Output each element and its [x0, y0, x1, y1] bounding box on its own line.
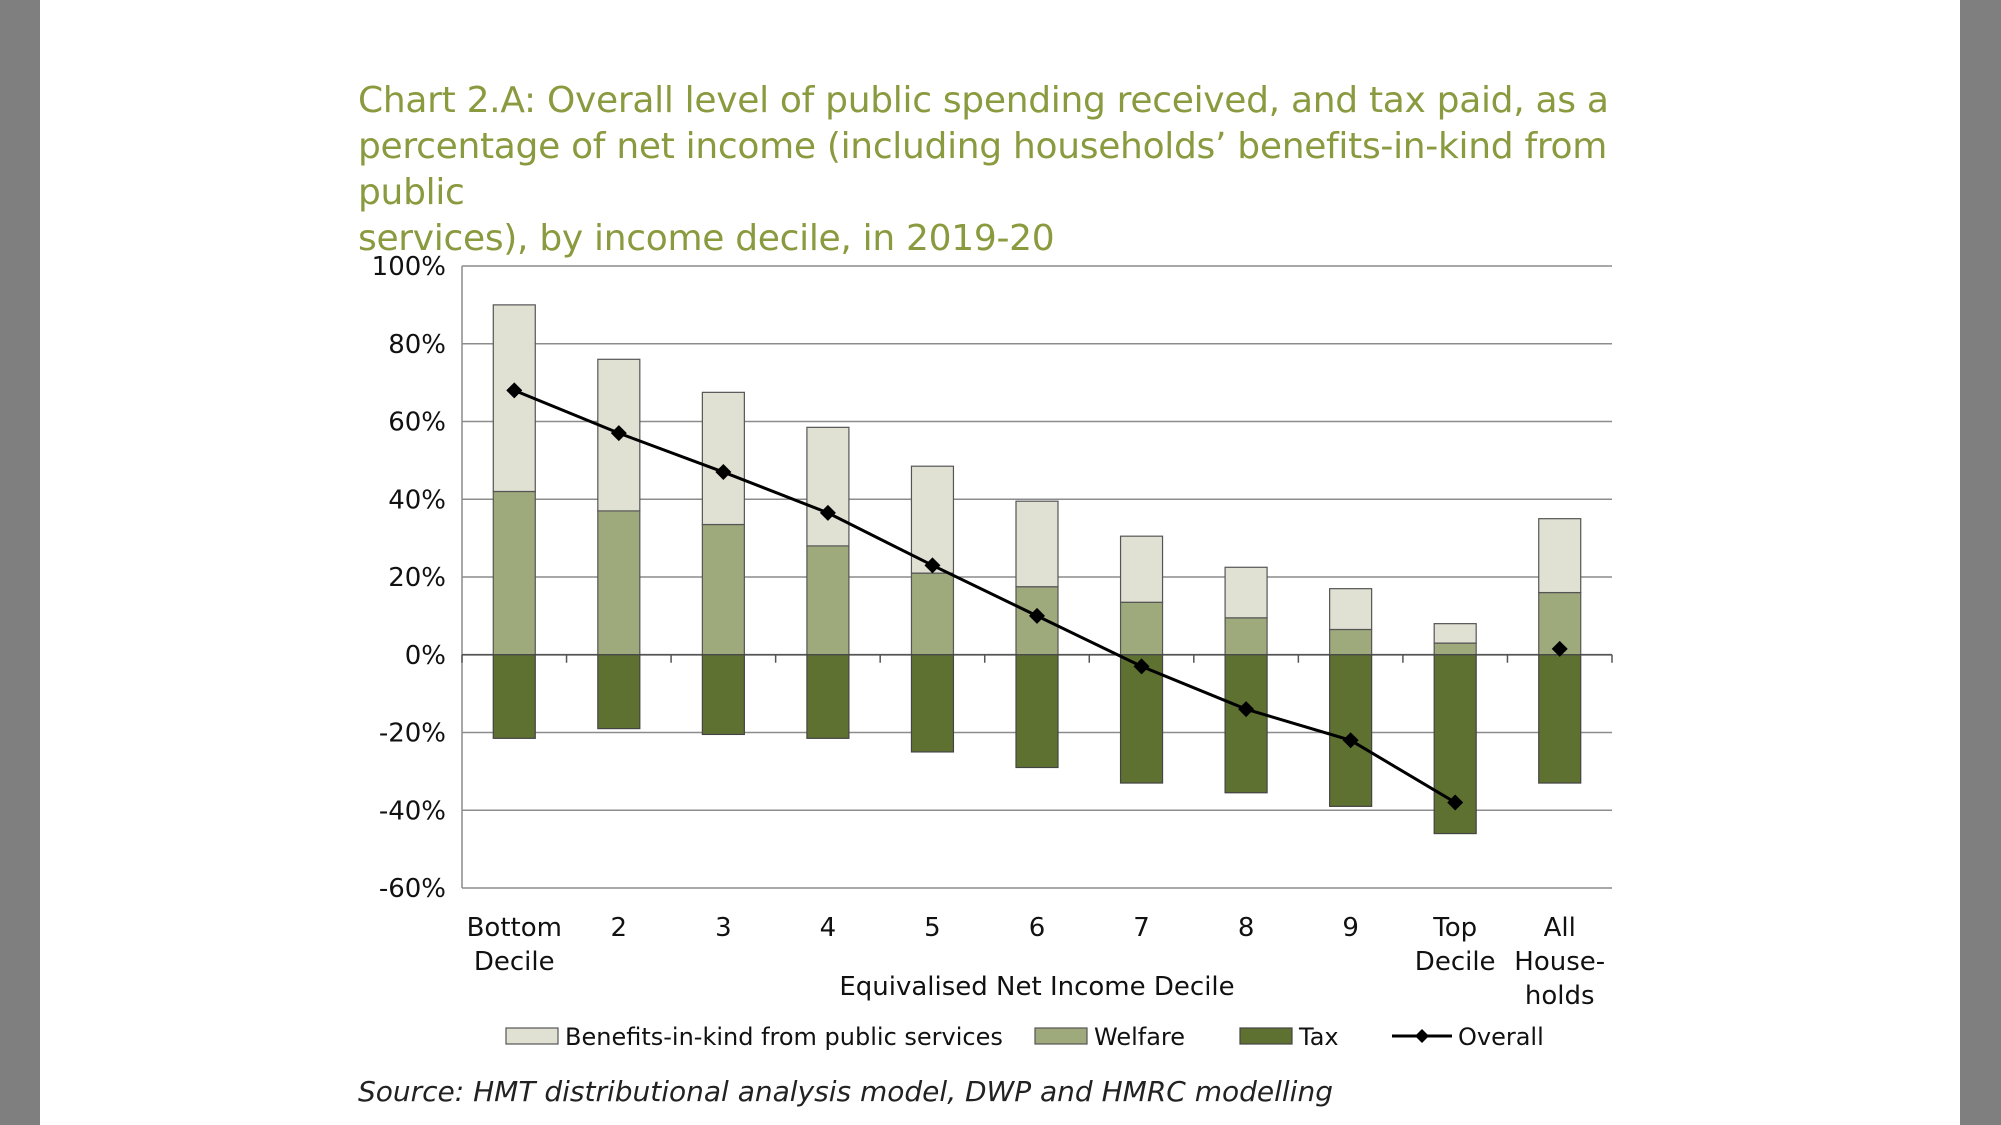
overall-marker: [715, 464, 732, 481]
bar-welfare: [492, 490, 536, 656]
bar-tax: [1538, 654, 1582, 784]
bar-tax: [492, 654, 536, 739]
bar-benefits-in-kind: [1329, 588, 1373, 631]
bar-tax: [1119, 654, 1164, 784]
y-tick-label: 100%: [372, 252, 446, 282]
x-tick-label: 6: [1029, 913, 1046, 943]
bar-benefits-in-kind: [910, 465, 955, 574]
bar-benefits-in-kind: [1015, 500, 1059, 588]
bar-benefits-in-kind: [701, 391, 745, 526]
x-tick-label: 8: [1238, 913, 1255, 943]
x-tick-label: Bottom: [467, 913, 562, 943]
chart-title: Chart 2.A: Overall level of public spend…: [358, 78, 1688, 262]
y-tick-label: 80%: [388, 330, 446, 360]
bar-welfare: [806, 545, 850, 656]
overall-marker: [1447, 794, 1464, 811]
x-tick-label: Decile: [1415, 947, 1496, 977]
y-tick-label: -40%: [379, 796, 446, 826]
document-page: Chart 2.A: Overall level of public spend…: [40, 0, 1960, 1125]
x-tick-label: Top: [1432, 913, 1477, 943]
bar-tax: [910, 654, 955, 753]
overall-marker: [1238, 701, 1255, 718]
x-tick-label: 2: [611, 913, 628, 943]
y-tick-label: -20%: [379, 719, 446, 749]
legend-swatch-welfare: [1034, 1027, 1088, 1045]
x-tick-label: 4: [820, 913, 837, 943]
overall-marker: [1551, 640, 1568, 657]
bar-tax: [597, 654, 641, 730]
y-tick-label: 60%: [388, 408, 446, 438]
bar-benefits-in-kind: [1119, 535, 1164, 603]
overall-marker: [1342, 732, 1359, 749]
x-tick-label: holds: [1525, 981, 1595, 1011]
x-tick-label: 9: [1342, 913, 1359, 943]
bar-tax: [1015, 654, 1059, 769]
overall-marker: [506, 382, 523, 399]
bar-welfare: [701, 523, 745, 656]
overall-marker: [610, 425, 627, 442]
x-tick-label: 7: [1133, 913, 1150, 943]
chart-title-line-3: services), by income decile, in 2019-20: [358, 218, 1055, 259]
bar-tax: [1329, 654, 1373, 807]
bar-benefits-in-kind: [806, 426, 850, 547]
y-tick-label: -60%: [379, 874, 446, 904]
stacked-bar-chart: -60% -40% -20% 0% 20% 40% 60% 80% 100% Bottom Deci…: [372, 252, 1613, 1051]
bar-welfare: [597, 510, 641, 656]
bar-benefits-in-kind: [1538, 518, 1582, 594]
bar-benefits-in-kind: [1433, 623, 1477, 644]
bar-tax: [806, 654, 850, 739]
x-axis-label: Equivalised Net Income Decile: [839, 972, 1234, 1002]
y-tick-label: 0%: [405, 641, 446, 671]
x-tick-label: 5: [924, 913, 941, 943]
bar-welfare: [1329, 628, 1373, 656]
overall-marker: [1029, 607, 1045, 624]
legend-swatch-benefits-in-kind: [505, 1027, 559, 1045]
bar-tax: [1224, 654, 1268, 794]
overall-marker: [819, 504, 836, 521]
chart-title-line-2: percentage of net income (including hous…: [358, 126, 1608, 213]
legend-swatch-tax: [1239, 1027, 1293, 1045]
overall-marker: [924, 557, 941, 574]
chart-title-line-1: Chart 2.A: Overall level of public spend…: [358, 80, 1609, 121]
y-tick-label: 40%: [388, 485, 446, 515]
legend-label-overall: Overall: [1458, 1023, 1544, 1051]
bar-tax: [701, 654, 745, 736]
x-tick-label: 3: [715, 913, 732, 943]
legend-label-tax: Tax: [1298, 1023, 1339, 1051]
legend-swatch-overall-marker: [1415, 1029, 1429, 1043]
x-tick-label: All: [1544, 913, 1576, 943]
legend-label-benefits-in-kind: Benefits-in-kind from public services: [565, 1023, 1003, 1051]
bar-welfare: [1224, 617, 1268, 656]
overall-marker: [1133, 658, 1150, 675]
bar-welfare: [910, 572, 955, 656]
y-tick-label: 20%: [388, 563, 446, 593]
x-tick-label: Decile: [474, 947, 555, 977]
source-note: Source: HMT distributional analysis mode…: [358, 1075, 1333, 1108]
bar-welfare: [1119, 601, 1164, 656]
overall-line: [513, 389, 1456, 804]
x-tick-label: House-: [1514, 947, 1605, 977]
legend-label-welfare: Welfare: [1094, 1023, 1185, 1051]
bar-welfare: [1433, 642, 1477, 656]
bar-benefits-in-kind: [1224, 566, 1268, 619]
